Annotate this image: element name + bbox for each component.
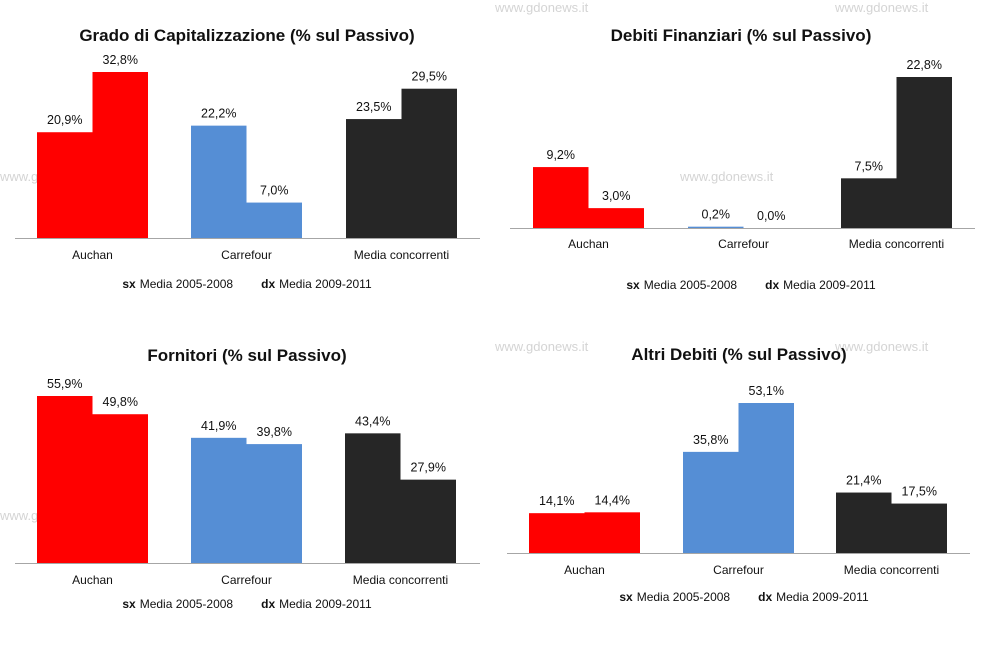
chart-2: Debiti Finanziari (% sul Passivo) 9,2% 3,0… — [510, 26, 975, 292]
bar-carrefour-dx — [738, 403, 794, 553]
category-label: Media concorrenti — [354, 248, 449, 262]
chart-1: Grado di Capitalizzazione (% sul Passivo… — [15, 26, 480, 291]
data-label: 21,4% — [846, 474, 881, 488]
data-label: 49,8% — [103, 395, 138, 409]
data-label: 17,5% — [902, 485, 937, 499]
legend-key: sx — [619, 590, 633, 604]
data-label: 7,0% — [260, 184, 289, 198]
legend-text: Media 2005-2008 — [644, 278, 738, 292]
data-label: 55,9% — [47, 377, 82, 391]
category-label: Media concorrenti — [849, 237, 944, 251]
data-label: 22,2% — [201, 107, 236, 121]
legend-text: Media 2005-2008 — [637, 590, 731, 604]
chart-3: Fornitori (% sul Passivo) 55,9% 49,8% Aucha… — [15, 346, 480, 611]
bar-media-concorrenti-dx — [401, 88, 457, 238]
legend-key: dx — [261, 277, 275, 291]
legend-text: Media 2009-2011 — [776, 590, 869, 604]
data-label: 0,2% — [702, 208, 731, 222]
category-label: Media concorrenti — [844, 563, 939, 577]
bar-media-concorrenti-dx — [400, 479, 456, 563]
category-label: Auchan — [72, 573, 113, 587]
bar-carrefour-sx — [191, 125, 247, 238]
category-label: Auchan — [568, 237, 609, 251]
chart-title: Grado di Capitalizzazione (% sul Passivo… — [79, 26, 414, 45]
legend-text: Media 2005-2008 — [140, 597, 234, 611]
bar-media-concorrenti-sx — [841, 178, 897, 228]
chart-title: Altri Debiti (% sul Passivo) — [631, 345, 846, 364]
data-label: 23,5% — [356, 100, 391, 114]
data-label: 27,9% — [411, 461, 446, 475]
category-label: Auchan — [72, 248, 113, 262]
category-label: Carrefour — [221, 573, 272, 587]
data-label: 9,2% — [547, 148, 576, 162]
category-label: Carrefour — [718, 237, 769, 251]
legend: sx Media 2005-2008 dx Media 2009-2011 — [122, 277, 372, 291]
data-label: 35,8% — [693, 433, 728, 447]
bar-auchan-dx — [92, 72, 148, 238]
legend-key: dx — [765, 278, 779, 292]
bar-media-concorrenti-sx — [346, 119, 402, 238]
bar-auchan-dx — [92, 414, 148, 563]
data-label: 43,4% — [355, 414, 390, 428]
data-label: 53,1% — [749, 384, 784, 398]
watermark-text: www.gdonews.it — [494, 339, 589, 354]
bar-media-concorrenti-dx — [896, 77, 952, 228]
data-label: 32,8% — [103, 53, 138, 67]
category-label: Carrefour — [713, 563, 764, 577]
legend-key: dx — [758, 590, 772, 604]
category-label: Auchan — [564, 563, 605, 577]
watermark-text: www.gdonews.it — [834, 0, 929, 15]
data-label: 39,8% — [257, 425, 292, 439]
watermark-text: www.gdonews.it — [834, 339, 929, 354]
legend: sx Media 2005-2008 dx Media 2009-2011 — [626, 278, 876, 292]
chart-title: Debiti Finanziari (% sul Passivo) — [611, 26, 872, 45]
bar-auchan-sx — [533, 167, 589, 228]
bar-carrefour-sx — [688, 226, 744, 228]
legend-text: Media 2009-2011 — [783, 278, 876, 292]
bar-auchan-dx — [584, 512, 640, 553]
bar-media-concorrenti-sx — [345, 433, 401, 563]
bar-auchan-sx — [37, 396, 93, 563]
bar-media-concorrenti-sx — [836, 492, 892, 553]
data-label: 41,9% — [201, 419, 236, 433]
watermark-text: www.gdonews.it — [679, 169, 774, 184]
bar-auchan-sx — [37, 132, 93, 238]
bar-media-concorrenti-dx — [891, 503, 947, 553]
bar-carrefour-dx — [246, 202, 302, 238]
legend-text: Media 2005-2008 — [140, 277, 234, 291]
legend-text: Media 2009-2011 — [279, 277, 372, 291]
bar-carrefour-sx — [191, 437, 247, 563]
watermark-text: www.gdonews.it — [494, 0, 589, 15]
data-label: 20,9% — [47, 113, 82, 127]
bar-auchan-dx — [588, 208, 644, 228]
legend-key: dx — [261, 597, 275, 611]
data-label: 14,4% — [595, 493, 630, 507]
category-label: Carrefour — [221, 248, 272, 262]
data-label: 3,0% — [602, 189, 631, 203]
legend-text: Media 2009-2011 — [279, 597, 372, 611]
legend: sx Media 2005-2008 dx Media 2009-2011 — [619, 590, 869, 604]
data-label: 29,5% — [412, 70, 447, 84]
legend: sx Media 2005-2008 dx Media 2009-2011 — [122, 597, 372, 611]
bar-auchan-sx — [529, 513, 585, 553]
bar-carrefour-dx — [246, 444, 302, 563]
chart-4: Altri Debiti (% sul Passivo) 14,1% 14,4% Au… — [507, 345, 970, 604]
category-label: Media concorrenti — [353, 573, 448, 587]
legend-key: sx — [122, 277, 136, 291]
chart-title: Fornitori (% sul Passivo) — [147, 346, 346, 365]
data-label: 22,8% — [907, 58, 942, 72]
legend-key: sx — [122, 597, 136, 611]
data-label: 0,0% — [757, 209, 786, 223]
data-label: 7,5% — [855, 159, 884, 173]
bar-carrefour-sx — [683, 451, 739, 553]
data-label: 14,1% — [539, 494, 574, 508]
legend-key: sx — [626, 278, 640, 292]
